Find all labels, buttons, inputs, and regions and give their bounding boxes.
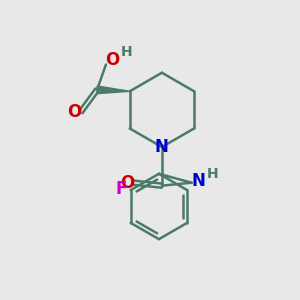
Text: O: O [120,174,134,192]
Text: O: O [105,51,120,69]
Text: N: N [191,172,205,190]
Text: O: O [67,103,81,121]
Text: F: F [116,180,127,198]
Polygon shape [97,86,130,94]
Text: H: H [207,167,219,181]
Text: H: H [120,45,132,59]
Text: N: N [155,138,169,156]
